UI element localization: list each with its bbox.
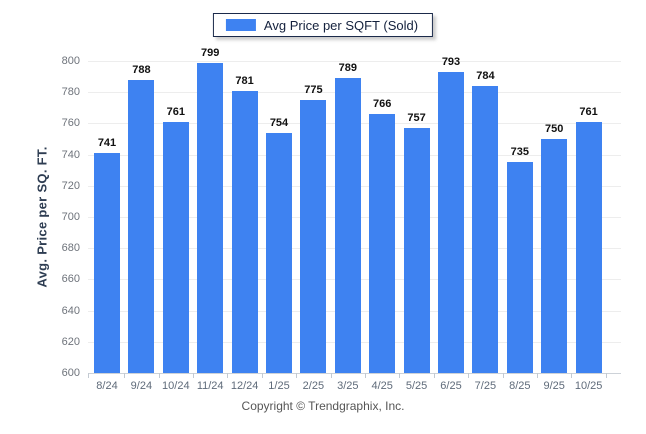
bar-6-25	[438, 71, 464, 373]
x-tick-label: 11/24	[196, 380, 224, 392]
bar-value-label: 761	[579, 105, 598, 118]
y-tick-label: 740	[61, 148, 80, 161]
y-tick-label: 660	[61, 273, 80, 286]
gridline	[88, 61, 621, 62]
x-axis-tick	[571, 373, 573, 378]
x-axis-tick	[124, 373, 126, 378]
bar-value-label: 761	[166, 105, 185, 118]
x-axis-tick	[502, 373, 504, 378]
x-tick-label: 5/25	[405, 380, 428, 392]
x-tick-label: 10/24	[162, 380, 190, 392]
bar-value-label: 781	[235, 74, 254, 87]
bar-10-24	[162, 121, 189, 373]
bar-value-label: 784	[476, 69, 495, 82]
x-axis-tick	[399, 373, 401, 378]
y-tick-label: 640	[61, 304, 80, 317]
x-tick-label: 2/25	[302, 380, 325, 392]
y-tick-label: 600	[61, 367, 80, 379]
x-tick-label: 1/25	[268, 380, 290, 392]
y-tick-label: 700	[61, 211, 80, 223]
x-axis-tick	[193, 373, 194, 378]
y-tick-label: 760	[61, 117, 80, 130]
plot-area: 600 620 640 660 680 700 720 740 760 780 800 741 8/24…	[62, 47, 621, 392]
x-axis-tick	[88, 373, 89, 378]
x-tick-label: 10/25	[574, 380, 603, 392]
bar-10-25	[575, 121, 602, 373]
bar-value-label: 754	[269, 116, 289, 129]
bar-value-label: 741	[97, 137, 117, 150]
bar-value-label: 789	[338, 62, 357, 75]
legend-label: Avg Price per SQFT (Sold)	[263, 17, 419, 33]
x-axis-tick	[537, 373, 538, 378]
bar-value-label: 775	[304, 84, 323, 96]
x-axis-line	[88, 373, 621, 374]
bar-value-label: 799	[201, 46, 220, 59]
x-tick-label: 9/25	[543, 380, 565, 392]
bar-5-25	[403, 128, 430, 373]
x-axis-tick	[365, 373, 366, 378]
bar-8-25	[506, 162, 533, 373]
x-axis-tick	[261, 373, 263, 378]
x-axis-tick	[296, 373, 298, 378]
bar-value-label: 766	[373, 98, 392, 111]
x-tick-label: 8/25	[509, 380, 531, 392]
bar-12-24	[231, 90, 258, 373]
x-tick-label: 6/25	[440, 380, 462, 392]
x-tick-label: 12/24	[230, 380, 259, 392]
bar-11-24	[197, 62, 224, 373]
bar-9-25	[541, 139, 568, 373]
legend-swatch	[225, 19, 256, 31]
bar-value-label: 750	[545, 123, 564, 135]
x-tick-label: 7/25	[474, 380, 497, 392]
x-tick-label: 4/25	[371, 380, 393, 392]
x-axis-tick	[330, 373, 332, 378]
x-axis-tick	[433, 373, 435, 378]
bar-1-25	[266, 132, 292, 373]
y-tick-label: 780	[61, 86, 80, 99]
bar-value-label: 757	[407, 112, 426, 125]
bar-value-label: 735	[510, 146, 529, 159]
bar-9-24	[128, 79, 155, 373]
x-tick-label: 8/24	[96, 380, 118, 392]
bar-value-label: 793	[441, 55, 461, 68]
y-tick-label: 680	[61, 242, 80, 255]
bar-value-label: 788	[132, 63, 151, 76]
bar-8-24	[94, 153, 120, 373]
y-tick-label: 800	[61, 55, 80, 67]
y-tick-label: 720	[61, 179, 80, 192]
x-tick-label: 3/25	[337, 380, 359, 392]
y-tick-label: 620	[61, 335, 80, 348]
x-axis-tick	[605, 373, 607, 378]
copyright-text: Copyright © Trendgraphix, Inc.	[241, 399, 405, 413]
bar-3-25	[334, 78, 361, 373]
bar-7-25	[472, 85, 499, 373]
x-axis-tick	[227, 373, 229, 378]
x-tick-label: 9/24	[130, 380, 153, 392]
x-axis-tick	[158, 373, 160, 378]
bar-2-25	[300, 100, 327, 373]
legend: Avg Price per SQFT (Sold)	[212, 13, 434, 37]
x-axis-tick	[468, 373, 470, 378]
bar-4-25	[369, 114, 396, 373]
